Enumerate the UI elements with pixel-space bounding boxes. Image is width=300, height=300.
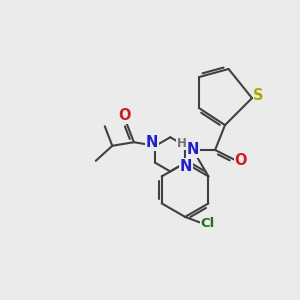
- Text: O: O: [118, 108, 130, 123]
- Text: Cl: Cl: [201, 217, 215, 230]
- Text: N: N: [187, 142, 199, 158]
- Text: S: S: [254, 88, 264, 103]
- Text: O: O: [235, 153, 247, 168]
- Text: H: H: [177, 137, 187, 150]
- Text: N: N: [179, 159, 192, 174]
- Text: N: N: [146, 135, 158, 150]
